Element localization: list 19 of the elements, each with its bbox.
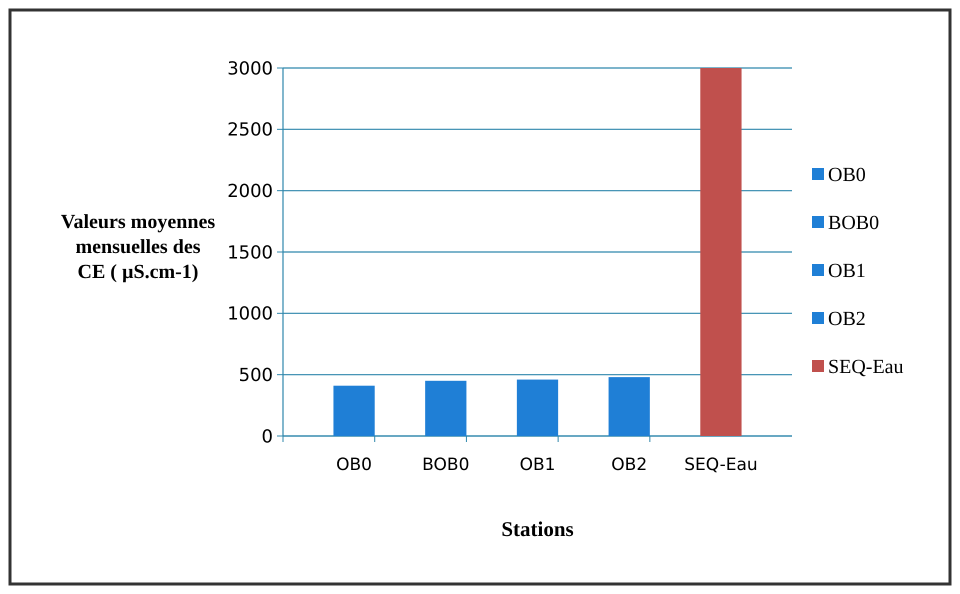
y-tick-label: 2500 bbox=[227, 120, 273, 141]
y-tick-label: 0 bbox=[262, 426, 273, 448]
x-tick-label: OB2 bbox=[611, 455, 648, 475]
y-axis-title: Valeurs moyennes mensuelles des CE ( µS.cm-1) bbox=[60, 211, 216, 283]
x-axis-title: Stations bbox=[501, 517, 574, 541]
legend-label: BOB0 bbox=[828, 212, 880, 234]
legend-label: OB0 bbox=[828, 164, 866, 186]
legend-label: OB1 bbox=[828, 260, 866, 282]
y-tick-label: 1500 bbox=[227, 242, 273, 264]
y-tick-label: 1000 bbox=[227, 304, 273, 325]
x-tick-label: OB1 bbox=[520, 455, 556, 475]
legend-label: OB2 bbox=[828, 308, 866, 330]
y-tick-label: 500 bbox=[238, 364, 273, 386]
legend-label: SEQ-Eau bbox=[828, 356, 904, 378]
x-tick-label: BOB0 bbox=[422, 455, 470, 475]
y-tick-label: 2000 bbox=[227, 180, 273, 202]
y-tick-label: 3000 bbox=[227, 58, 273, 80]
x-tick-label: OB0 bbox=[336, 455, 372, 475]
x-tick-label: SEQ-Eau bbox=[684, 455, 758, 475]
